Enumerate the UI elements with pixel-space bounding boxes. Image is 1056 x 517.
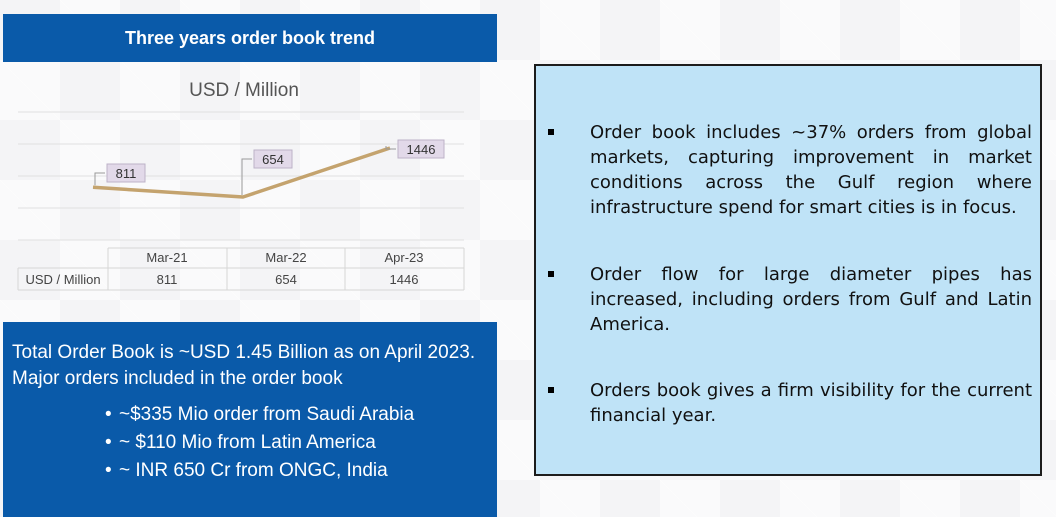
highlight-item: Order flow for large diameter pipes has … [544, 262, 1034, 337]
highlight-item: Order book includes ~37% orders from glo… [544, 120, 1034, 220]
chart-gridlines [18, 111, 464, 241]
data-label: 811 [116, 166, 137, 181]
data-label-leader [385, 146, 396, 150]
square-bullet-icon [548, 387, 554, 393]
summary-lead: Total Order Book is ~USD 1.45 Billion as… [12, 342, 476, 389]
category-tick-label: Mar-21 [146, 250, 187, 265]
chart-title-bar: Three years order book trend [3, 14, 497, 62]
summary-list: • ~$335 Mio order from Saudi Arabia • ~ $1… [105, 401, 414, 485]
data-label-leader [94, 172, 105, 186]
order-book-chart: USD / Million 811 654 1446 USD / Million M… [0, 62, 500, 302]
category-tick-label: Apr-23 [384, 250, 423, 265]
chart-data-table: USD / Million Mar-21 Mar-22 Apr-23 811 654 14… [17, 247, 465, 291]
table-cell-value: 654 [275, 272, 297, 287]
chart-series-layer [92, 146, 391, 199]
category-tick-label: Mar-22 [265, 250, 306, 265]
data-label-box [106, 163, 146, 183]
chart-unit-label: USD / Million [189, 80, 299, 101]
bullet-icon: • [105, 432, 112, 453]
square-bullet-icon [548, 271, 554, 277]
data-label-leader [241, 158, 252, 195]
table-row-label: USD / Million [25, 272, 100, 287]
data-label: 1446 [407, 142, 436, 157]
summary-item: • ~ INR 650 Cr from ONGC, India [105, 457, 414, 485]
square-bullet-icon [548, 129, 554, 135]
data-label-box [397, 139, 445, 159]
bullet-icon: • [105, 460, 112, 481]
table-cell-value: 811 [157, 272, 178, 287]
table-cell-value: 1446 [390, 272, 419, 287]
line-chart-svg: USD / Million 811 654 1446 USD / Million M… [17, 80, 465, 291]
summary-item: • ~ $110 Mio from Latin America [105, 429, 414, 457]
data-label: 654 [262, 152, 284, 167]
order-book-summary: Total Order Book is ~USD 1.45 Billion as… [3, 322, 497, 517]
bullet-icon: • [105, 404, 112, 425]
summary-item: • ~$335 Mio order from Saudi Arabia [105, 401, 414, 429]
data-label-box [253, 149, 293, 169]
highlights-panel: Order book includes ~37% orders from glo… [534, 64, 1042, 476]
chart-title: Three years order book trend [124, 27, 376, 48]
chart-data-labels: 811 654 1446 [94, 139, 445, 195]
highlight-item: Orders book gives a firm visibility for … [544, 378, 1034, 428]
